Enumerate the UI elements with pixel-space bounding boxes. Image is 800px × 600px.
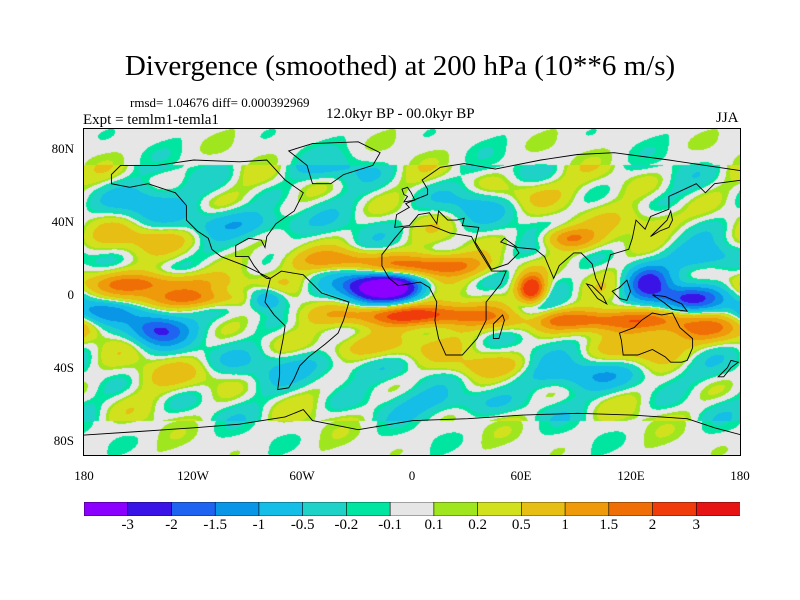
colorbar-swatch	[84, 502, 129, 516]
colorbar-label: 0.5	[511, 517, 531, 533]
colorbar-swatch	[521, 502, 566, 516]
colorbar-label: 1	[561, 517, 569, 533]
colorbar-swatch	[389, 502, 435, 516]
greenland-outline	[287, 141, 381, 185]
season-label: JJA	[716, 110, 739, 126]
lon-label-0: 0	[408, 468, 416, 483]
colorbar-label: 0.1	[424, 517, 444, 533]
borneo-outline	[611, 279, 631, 301]
colorbar-swatch	[652, 502, 697, 516]
divergence-map	[83, 128, 741, 456]
lon-label-120w: 120W	[177, 468, 209, 483]
antarctica-outline	[84, 409, 740, 436]
lon-label-60e: 60E	[510, 468, 532, 483]
coastlines	[84, 141, 740, 436]
stats-text: rmsd= 1.04676 diff= 0.000392969	[130, 95, 310, 110]
colorbar-swatch	[695, 502, 740, 516]
colorbar	[84, 502, 740, 516]
north-america-outline	[110, 159, 304, 279]
period-label: 12.0kyr BP - 00.0kyr BP	[326, 106, 475, 122]
lat-label-0: 0	[67, 287, 75, 302]
colorbar-swatch	[433, 502, 479, 516]
colorbar-label: 0.2	[468, 517, 487, 533]
lon-label-180e: 180	[730, 468, 750, 483]
colorbar-swatch	[477, 502, 522, 516]
colorbar-label: -2	[165, 517, 178, 533]
colorbar-label: 2	[648, 517, 657, 533]
australia-outline	[618, 312, 694, 363]
africa-outline	[381, 225, 507, 356]
colorbar-label: -1	[252, 517, 266, 533]
uk-outline	[401, 186, 416, 203]
colorbar-swatch	[214, 502, 260, 516]
lat-label-40n: 40N	[51, 214, 74, 229]
lon-label-60w: 60W	[289, 468, 315, 483]
colorbar-label: -1.5	[203, 517, 228, 533]
madagascar-outline	[492, 314, 505, 340]
colorbar-label: 1.5	[599, 517, 619, 533]
sumatra-outline	[585, 283, 608, 306]
colorbar-swatch	[127, 502, 173, 516]
japan-outline	[650, 209, 673, 237]
lat-label-80s: 80S	[53, 433, 74, 448]
colorbar-swatch	[346, 502, 391, 516]
eurasia-outline	[394, 152, 740, 291]
new-guinea-outline	[652, 294, 689, 312]
colorbar-swatch	[608, 502, 654, 516]
lat-label-80n: 80N	[51, 141, 74, 156]
lon-label-180w: 180	[74, 468, 94, 483]
experiment-label: Expt = temlm1-temla1	[83, 112, 219, 128]
new-zealand-outline	[717, 359, 740, 378]
south-america-outline	[264, 270, 350, 391]
colorbar-swatch	[564, 502, 610, 516]
colorbar-swatch	[302, 502, 347, 516]
colorbar-label: -0.5	[290, 517, 315, 533]
colorbar-label: -3	[121, 517, 134, 533]
colorbar-label: -0.2	[334, 517, 359, 533]
lat-label-40s: 40S	[53, 360, 74, 375]
lon-label-120e: 120E	[617, 468, 645, 483]
colorbar-label: 3	[692, 517, 701, 533]
colorbar-swatch	[258, 502, 304, 516]
chart-title: Divergence (smoothed) at 200 hPa (10**6 …	[124, 50, 676, 82]
colorbar-label: -0.1	[378, 517, 402, 533]
colorbar-swatch	[171, 502, 216, 516]
